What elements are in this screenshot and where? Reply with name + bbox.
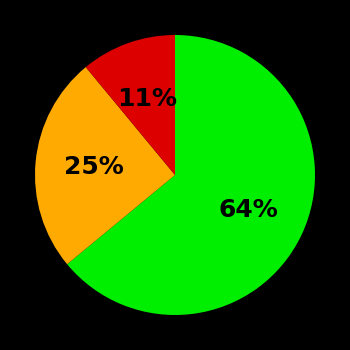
Text: 64%: 64%: [219, 197, 278, 222]
Text: 25%: 25%: [64, 155, 124, 179]
Text: 11%: 11%: [118, 86, 177, 111]
Wedge shape: [86, 35, 175, 175]
Wedge shape: [35, 67, 175, 264]
Wedge shape: [67, 35, 315, 315]
